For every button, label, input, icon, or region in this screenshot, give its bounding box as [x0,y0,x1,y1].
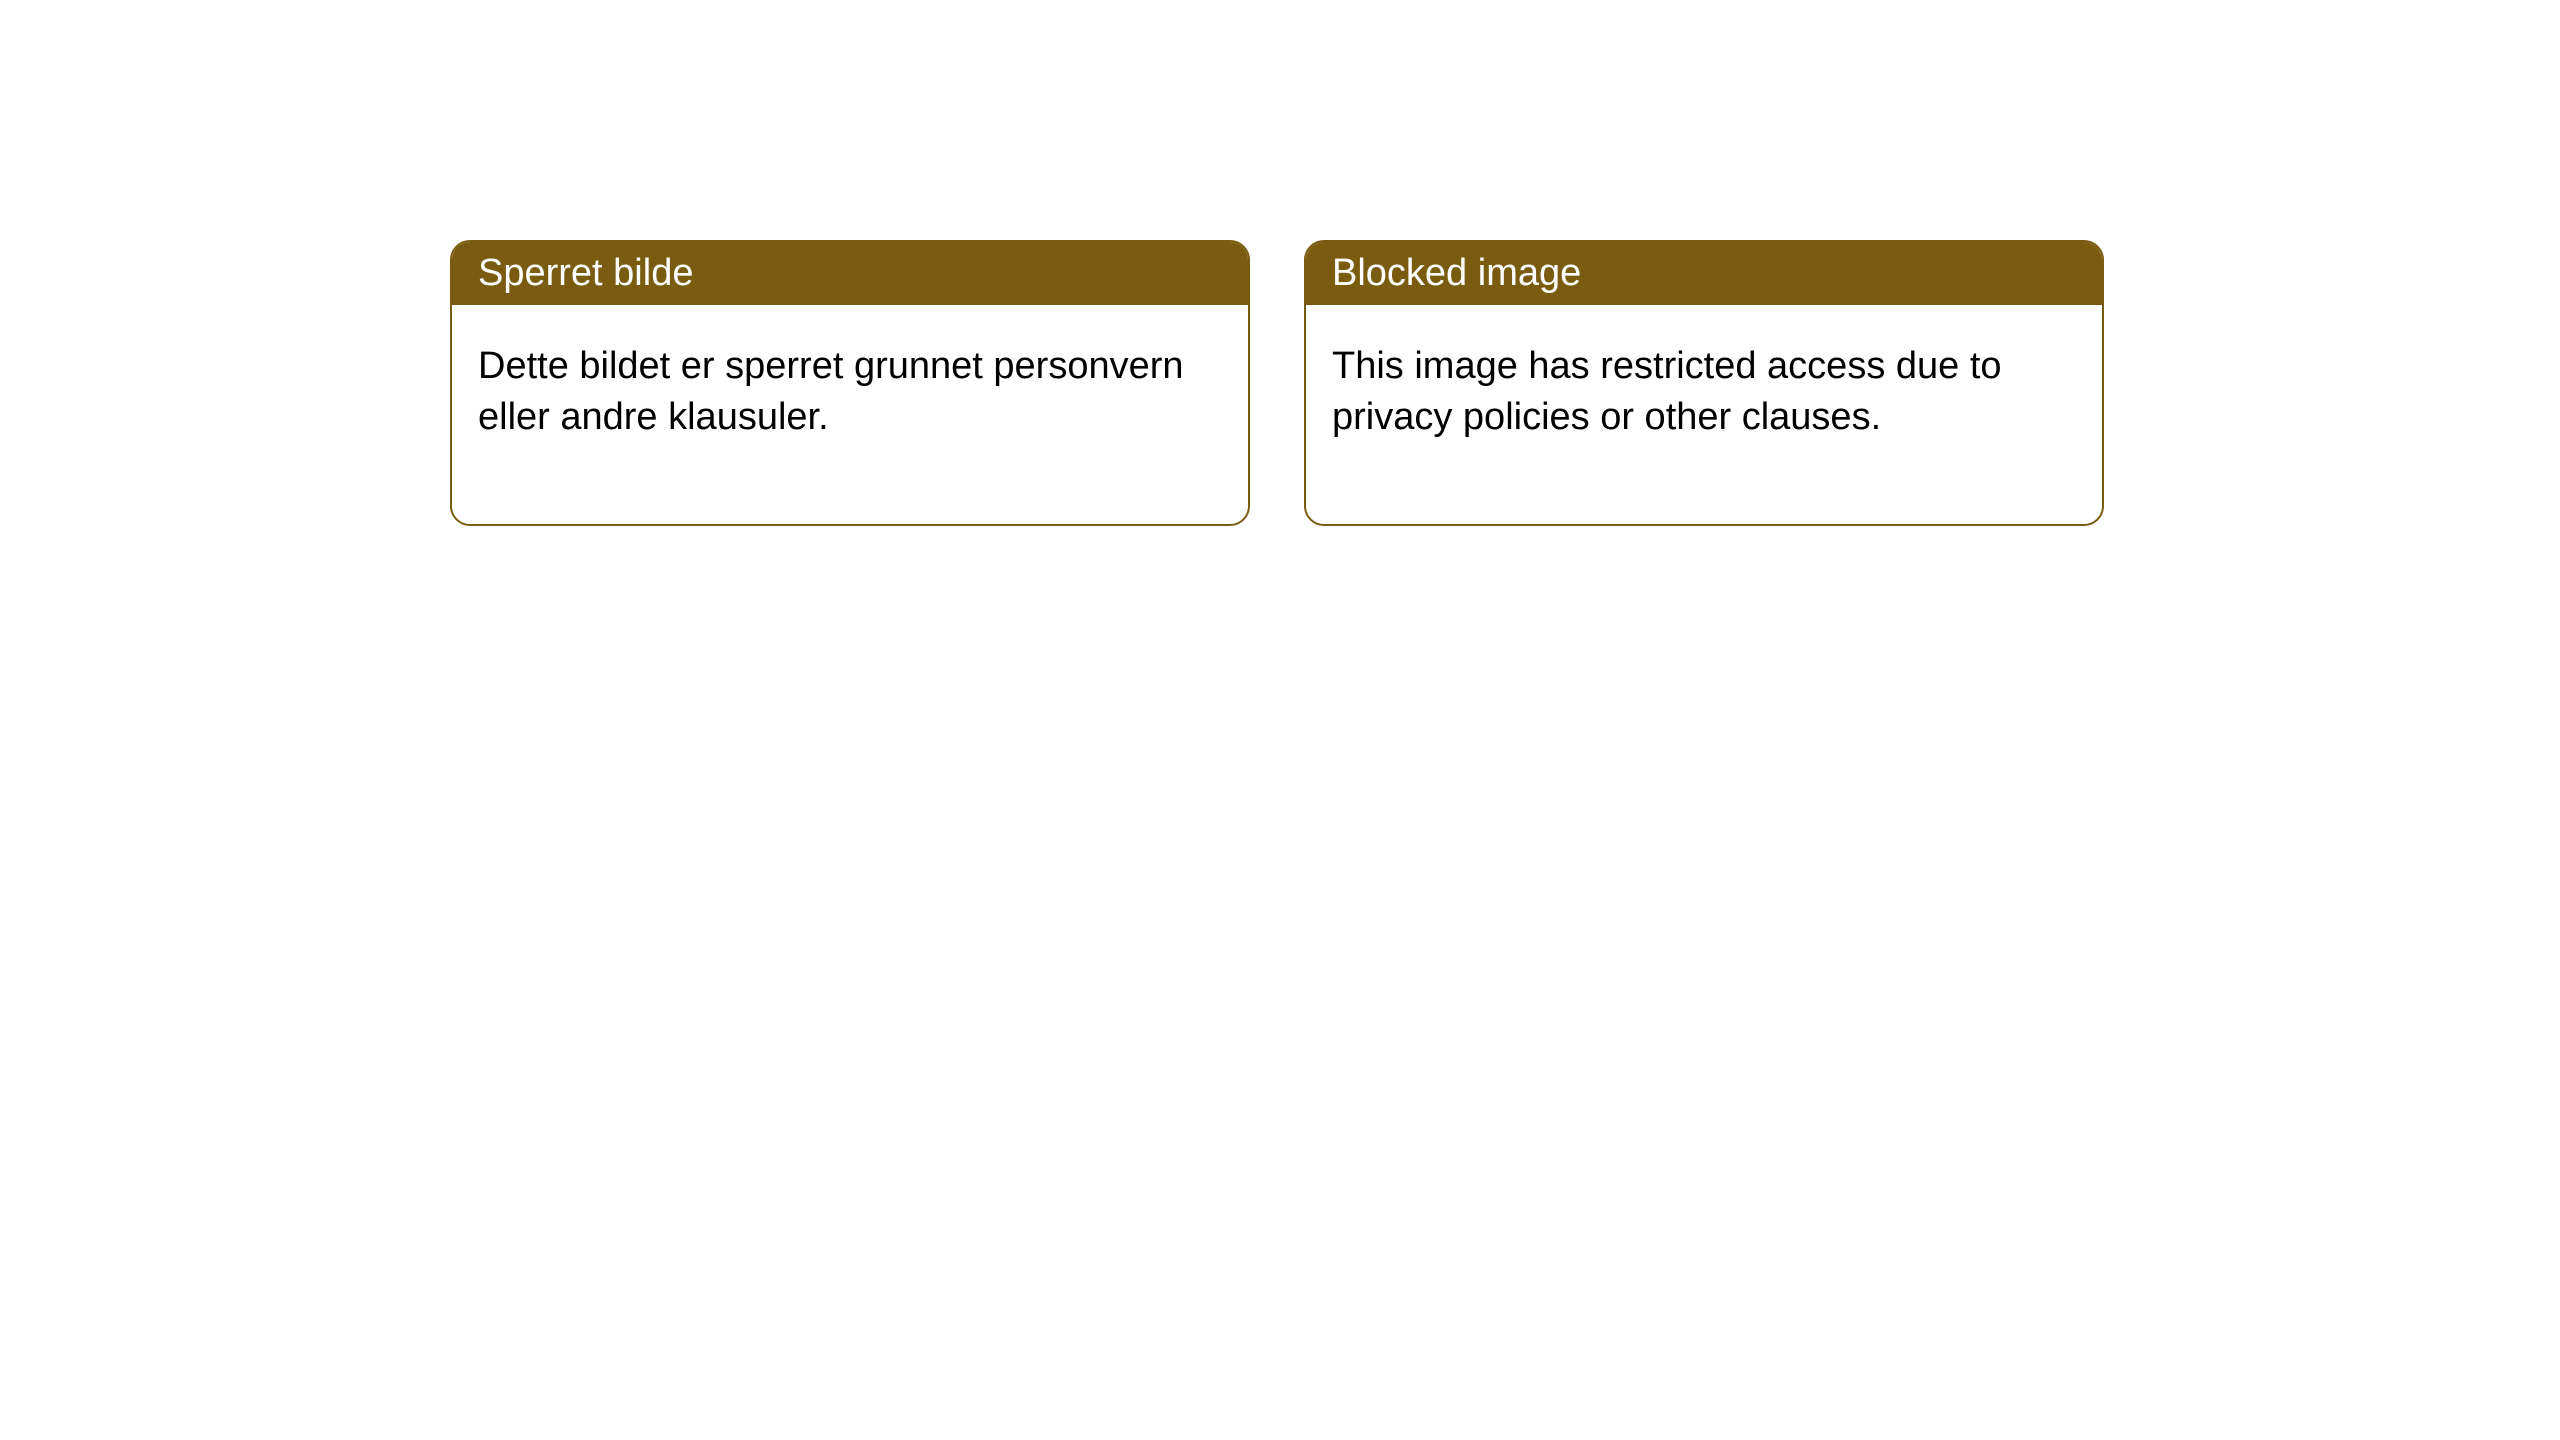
notice-container: Sperret bilde Dette bildet er sperret gr… [0,0,2560,526]
notice-box-english: Blocked image This image has restricted … [1304,240,2104,526]
notice-box-norwegian: Sperret bilde Dette bildet er sperret gr… [450,240,1250,526]
notice-header: Blocked image [1306,242,2102,305]
notice-body: Dette bildet er sperret grunnet personve… [452,305,1248,524]
notice-body: This image has restricted access due to … [1306,305,2102,524]
notice-header: Sperret bilde [452,242,1248,305]
